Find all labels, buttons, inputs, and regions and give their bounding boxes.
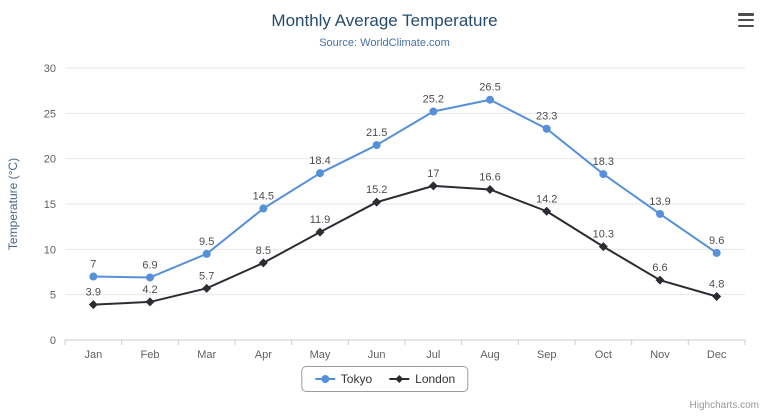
x-axis-tick-label: Jul — [426, 349, 440, 361]
chart-title: Monthly Average Temperature — [271, 11, 498, 30]
y-axis-title: Temperature (°C) — [6, 158, 20, 250]
y-axis-tick-label: 30 — [44, 63, 56, 75]
tokyo-data-label: 6.9 — [142, 259, 157, 271]
legend-item-london[interactable]: London — [388, 372, 455, 386]
x-axis-tick-label: Aug — [480, 349, 500, 361]
x-axis-tick-label: Feb — [141, 349, 160, 361]
hamburger-menu-icon[interactable] — [736, 12, 756, 28]
tokyo-point-marker[interactable] — [429, 107, 438, 116]
london-data-label: 10.3 — [593, 229, 614, 241]
london-legend-marker-icon — [389, 375, 410, 383]
chart-legend: Tokyo London — [300, 366, 469, 392]
x-axis-tick-label: Oct — [595, 349, 612, 361]
london-point-marker[interactable] — [655, 275, 665, 285]
x-axis-tick-label: Jan — [84, 349, 102, 361]
tokyo-series-line — [93, 98, 718, 279]
london-point-marker[interactable] — [258, 258, 268, 268]
legend-label: London — [415, 372, 456, 386]
tokyo-data-label: 13.9 — [649, 196, 670, 208]
london-data-label: 4.8 — [709, 278, 724, 290]
y-axis-tick-label: 5 — [50, 290, 56, 302]
tokyo-data-label: 18.4 — [309, 155, 330, 167]
tokyo-data-label: 9.5 — [199, 236, 214, 248]
london-point-marker[interactable] — [202, 283, 212, 293]
london-point-marker[interactable] — [428, 181, 438, 191]
london-data-label: 17 — [427, 168, 439, 180]
y-axis-tick-label: 0 — [50, 335, 56, 347]
tokyo-point-marker[interactable] — [89, 272, 98, 281]
legend-item-tokyo[interactable]: Tokyo — [314, 372, 372, 386]
london-data-label: 8.5 — [256, 245, 271, 257]
x-axis-tick-label: Sep — [537, 349, 557, 361]
london-point-marker[interactable] — [485, 184, 495, 194]
london-point-marker[interactable] — [372, 197, 382, 207]
legend-label: Tokyo — [340, 372, 373, 386]
x-axis-tick-label: Apr — [255, 349, 272, 361]
tokyo-point-marker[interactable] — [712, 248, 721, 257]
tokyo-data-label: 18.3 — [593, 156, 614, 168]
london-series-line — [93, 184, 717, 306]
london-data-label: 4.2 — [142, 284, 157, 296]
tokyo-legend-marker-icon — [314, 375, 335, 383]
y-axis-tick-label: 15 — [44, 199, 56, 211]
tokyo-point-marker[interactable] — [372, 141, 381, 150]
london-data-label: 6.6 — [652, 262, 667, 274]
tokyo-point-marker[interactable] — [316, 169, 324, 178]
x-axis-tick-label: Dec — [707, 349, 727, 361]
y-axis-tick-label: 25 — [44, 108, 56, 120]
tokyo-point-marker[interactable] — [146, 273, 154, 282]
london-data-label: 5.7 — [199, 270, 214, 282]
x-axis-tick-label: Jun — [368, 349, 386, 361]
london-point-marker[interactable] — [598, 242, 608, 252]
chart-subtitle: Source: WorldClimate.com — [319, 37, 450, 49]
tokyo-data-label: 26.5 — [479, 82, 500, 94]
y-axis-tick-label: 10 — [44, 244, 56, 256]
y-axis-tick-label: 20 — [44, 154, 56, 166]
london-point-marker[interactable] — [88, 300, 98, 310]
london-data-label: 15.2 — [366, 184, 387, 196]
london-point-marker[interactable] — [542, 206, 552, 216]
london-data-label: 14.2 — [536, 193, 557, 205]
hamburger-line — [738, 18, 754, 22]
tokyo-data-label: 7 — [90, 259, 96, 271]
london-data-label: 16.6 — [479, 171, 500, 183]
london-data-label: 3.9 — [86, 287, 101, 299]
tokyo-data-label: 23.3 — [536, 111, 557, 123]
tokyo-point-marker[interactable] — [486, 95, 494, 104]
tokyo-data-label: 25.2 — [423, 94, 444, 106]
tokyo-point-marker[interactable] — [542, 124, 551, 133]
x-axis-tick-label: Mar — [197, 349, 216, 361]
tokyo-point-marker[interactable] — [259, 204, 268, 213]
hamburger-line — [738, 13, 754, 16]
london-data-label: 11.9 — [310, 214, 331, 226]
hamburger-line — [738, 24, 754, 27]
tokyo-data-label: 14.5 — [253, 191, 274, 203]
london-point-marker[interactable] — [712, 291, 722, 301]
tokyo-point-marker[interactable] — [656, 209, 664, 218]
london-point-marker[interactable] — [145, 297, 155, 307]
tokyo-point-marker[interactable] — [599, 170, 608, 179]
x-axis-tick-label: May — [310, 349, 331, 361]
tokyo-data-label: 21.5 — [366, 127, 387, 139]
tokyo-point-marker[interactable] — [202, 249, 211, 258]
credits-link[interactable]: Highcharts.com — [689, 400, 759, 411]
london-point-marker[interactable] — [315, 227, 325, 237]
x-axis-tick-label: Nov — [650, 349, 670, 361]
tokyo-data-label: 9.6 — [709, 235, 724, 247]
